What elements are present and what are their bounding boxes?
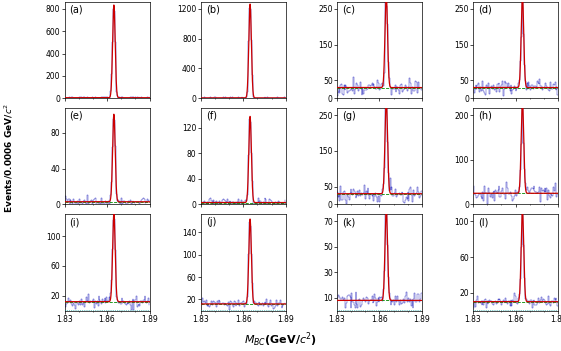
Text: (e): (e): [70, 111, 83, 121]
Text: Events/0.0006 GeV/$c^{2}$: Events/0.0006 GeV/$c^{2}$: [3, 103, 15, 213]
Text: (f): (f): [206, 111, 217, 121]
Text: (g): (g): [342, 111, 356, 121]
Text: (j): (j): [206, 217, 216, 227]
Text: (l): (l): [478, 217, 489, 227]
Text: (k): (k): [342, 217, 355, 227]
Text: $M_{BC}$(GeV/$c^{2}$): $M_{BC}$(GeV/$c^{2}$): [244, 331, 317, 349]
Text: (a): (a): [70, 5, 83, 15]
Text: (h): (h): [478, 111, 492, 121]
Text: (c): (c): [342, 5, 355, 15]
Text: (b): (b): [206, 5, 220, 15]
Text: (d): (d): [478, 5, 492, 15]
Text: (i): (i): [70, 217, 80, 227]
